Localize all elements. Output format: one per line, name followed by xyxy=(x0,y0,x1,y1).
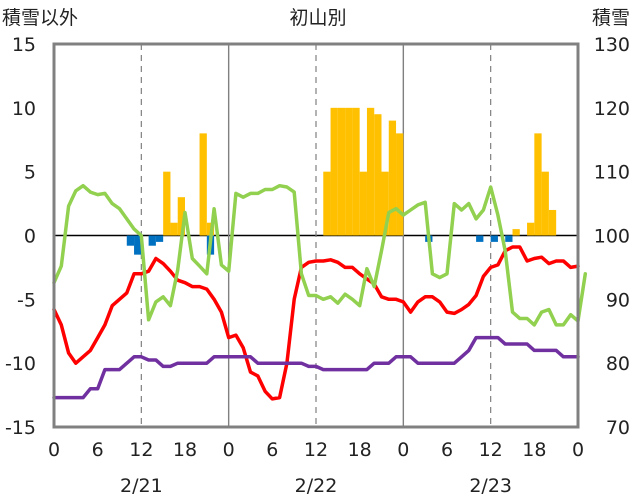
date-label: 2/21 xyxy=(120,475,163,497)
precip-bar xyxy=(323,171,331,236)
x-tick-label: 18 xyxy=(173,439,197,461)
negative-bar xyxy=(126,235,135,246)
negative-bar xyxy=(476,235,484,242)
y-right-tick-label: 110 xyxy=(594,162,630,184)
plot-frame xyxy=(52,42,580,429)
y-right-tick-label: 130 xyxy=(594,34,630,56)
temperature-line xyxy=(52,245,580,401)
x-tick-label: 0 xyxy=(397,439,409,461)
date-label: 2/22 xyxy=(295,475,338,497)
y-right-tick-label: 120 xyxy=(594,98,630,120)
y-left-tick-label: 0 xyxy=(24,226,36,248)
y-left-tick-label: 5 xyxy=(24,162,36,184)
precip-bar xyxy=(396,133,404,236)
x-tick-label: 18 xyxy=(348,439,372,461)
precip-bar xyxy=(512,229,520,236)
precip-bar xyxy=(388,120,397,236)
precip-bar xyxy=(170,222,178,236)
negative-bar xyxy=(155,235,164,242)
y-right-tick-label: 70 xyxy=(606,417,630,439)
negative-bar xyxy=(490,235,498,242)
x-tick-label: 12 xyxy=(129,439,153,461)
wind-line xyxy=(52,183,588,327)
y-right-tick-label: 100 xyxy=(594,226,630,248)
precip-bar xyxy=(374,114,382,236)
precip-bar xyxy=(541,171,549,236)
precip-bar xyxy=(345,107,353,236)
y-right-tick-label: 80 xyxy=(606,353,630,375)
x-tick-label: 12 xyxy=(479,439,503,461)
y-left-tick-label: -5 xyxy=(17,289,36,311)
precip-bar xyxy=(352,107,360,236)
right-axis-title: 積雪 xyxy=(592,7,630,29)
x-tick-label: 18 xyxy=(522,439,546,461)
precip-bar xyxy=(359,171,367,236)
negative-bar xyxy=(134,235,142,255)
bars xyxy=(126,107,557,255)
precip-bar xyxy=(337,107,346,236)
x-tick-label: 6 xyxy=(92,439,104,461)
y-left-tick-label: 15 xyxy=(12,34,36,56)
precip-bar xyxy=(163,171,171,236)
precip-bar xyxy=(534,133,542,236)
precip-bar xyxy=(527,222,535,236)
x-tick-label: 6 xyxy=(441,439,453,461)
precip-bar xyxy=(366,107,375,236)
precip-bar xyxy=(330,107,338,236)
precip-bar xyxy=(199,133,207,236)
x-tick-label: 0 xyxy=(572,439,584,461)
precip-bar xyxy=(548,209,557,236)
precip-bar xyxy=(381,171,389,236)
chart-title: 初山別 xyxy=(289,7,346,29)
x-tick-label: 0 xyxy=(223,439,235,461)
x-tick-label: 12 xyxy=(304,439,328,461)
y-left-tick-label: -10 xyxy=(5,353,36,375)
negative-bar xyxy=(505,235,513,242)
x-tick-label: 6 xyxy=(266,439,278,461)
y-right-tick-label: 90 xyxy=(606,289,630,311)
y-left-tick-label: -15 xyxy=(5,417,36,439)
date-label: 2/23 xyxy=(469,475,512,497)
left-axis-title: 積雪以外 xyxy=(2,7,78,29)
snow-depth-line xyxy=(52,335,580,400)
lines xyxy=(52,183,588,401)
y-left-tick-label: 10 xyxy=(12,98,36,120)
negative-bar xyxy=(148,235,156,246)
x-tick-label: 0 xyxy=(48,439,60,461)
precip-bar xyxy=(177,197,185,236)
